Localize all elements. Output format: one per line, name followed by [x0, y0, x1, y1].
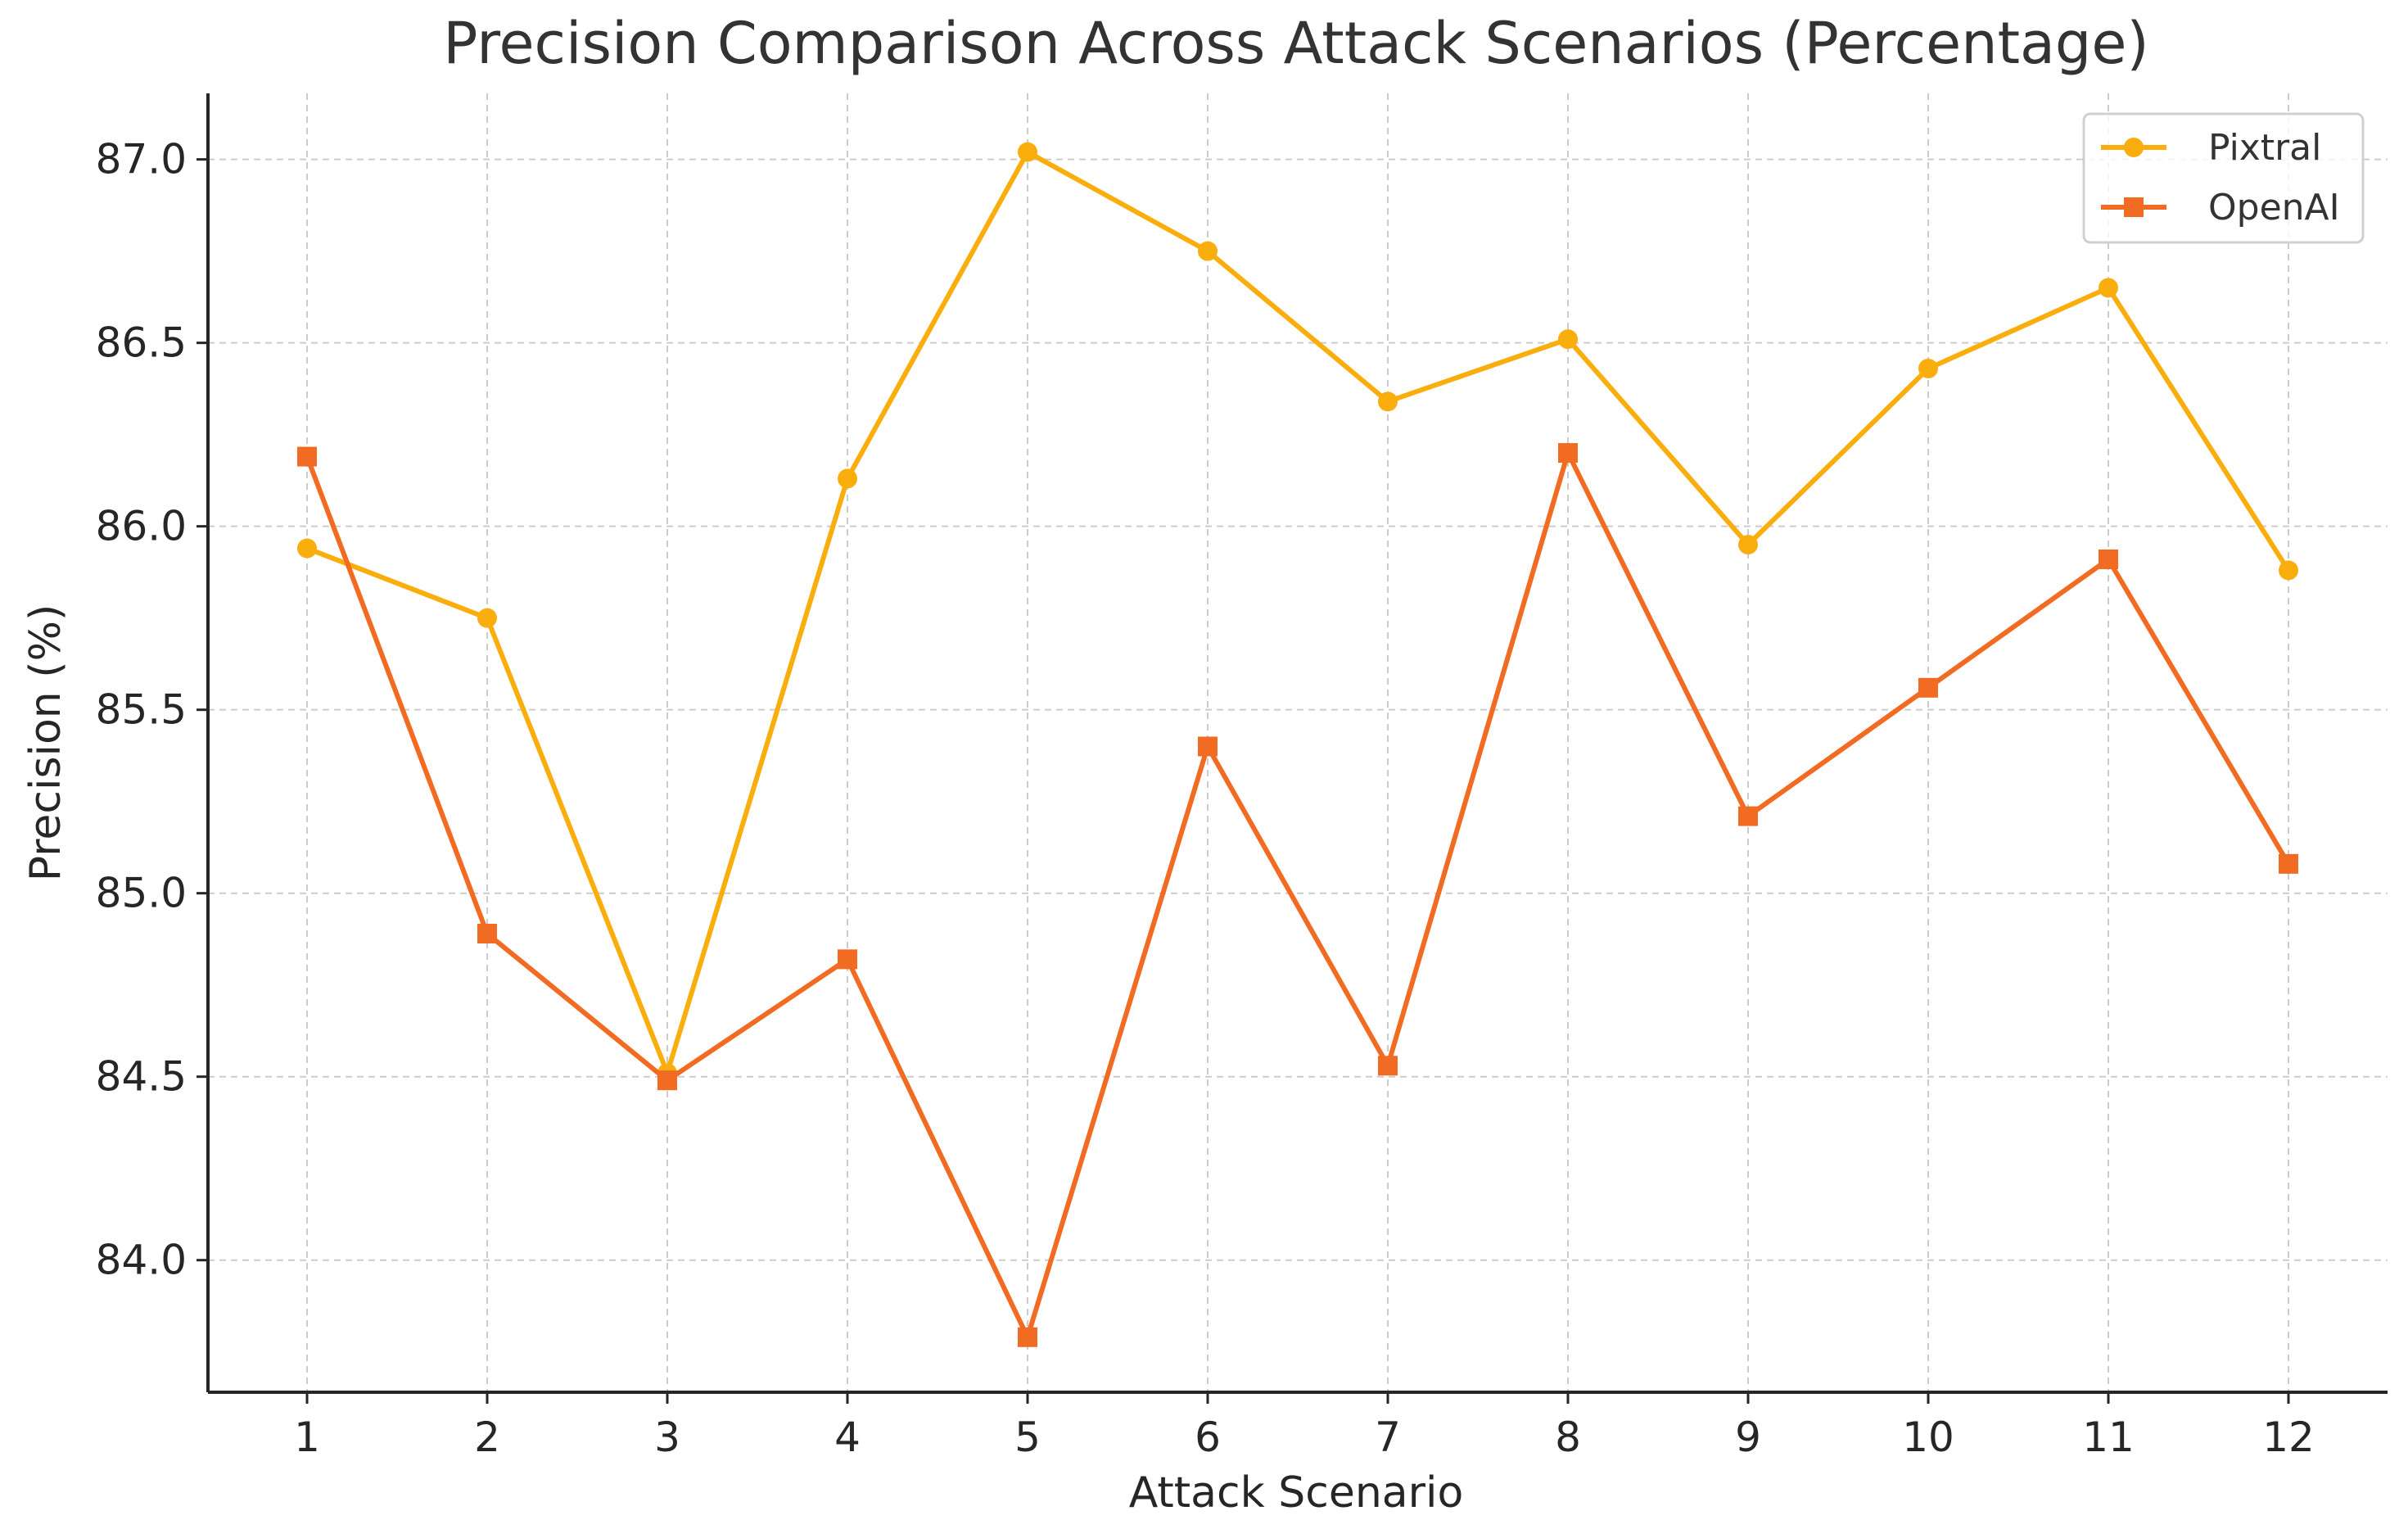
- axes: 1 2 3 4 5 6 7 8 9 10 11 1284.084.585.085.586.086.58…: [96, 93, 2388, 1461]
- data-point-marker: [2099, 278, 2118, 298]
- data-point-marker: [838, 949, 857, 970]
- legend: Pixtral OpenAI: [2082, 112, 2365, 244]
- y-tick-label: 87.0: [96, 136, 187, 183]
- legend-label: Pixtral: [2208, 127, 2321, 169]
- series-line: [305, 149, 2291, 1076]
- legend-marker: [2124, 197, 2144, 217]
- x-tick-label: 9: [1735, 1414, 1761, 1461]
- legend-item: Pixtral: [2101, 127, 2321, 169]
- data-point-marker: [1738, 806, 1758, 826]
- y-tick-label: 86.5: [96, 319, 187, 367]
- legend-label: OpenAI: [2208, 187, 2340, 228]
- y-axis-label: Precision (%): [21, 604, 70, 882]
- data-point-marker: [297, 538, 317, 559]
- y-tick-label: 85.0: [96, 870, 187, 917]
- x-tick-label: 10: [1902, 1414, 1954, 1461]
- data-point-marker: [838, 468, 857, 489]
- data-point-marker: [1558, 329, 1578, 350]
- x-tick-label: 5: [1014, 1414, 1041, 1461]
- legend-marker: [2124, 138, 2144, 157]
- data-point-marker: [1918, 359, 1938, 379]
- data-point-marker: [1918, 677, 1938, 698]
- series-openai: [297, 443, 2298, 1347]
- x-tick-label: 6: [1195, 1414, 1221, 1461]
- x-tick-label: 8: [1555, 1414, 1581, 1461]
- data-point-marker: [1738, 535, 1758, 555]
- data-point-marker: [477, 923, 497, 943]
- x-tick-label: 1: [294, 1414, 320, 1461]
- legend-items: Pixtral OpenAI: [2101, 127, 2340, 228]
- y-tick-label: 86.0: [96, 503, 187, 550]
- x-tick-label: 7: [1375, 1414, 1401, 1461]
- x-tick-label: 4: [834, 1414, 861, 1461]
- data-point-marker: [1198, 241, 1218, 261]
- x-tick-label: 11: [2082, 1414, 2135, 1461]
- data-point-marker: [1558, 443, 1578, 464]
- x-tick-label: 12: [2262, 1414, 2315, 1461]
- data-point-marker: [1018, 142, 1037, 162]
- y-tick-label: 85.5: [96, 686, 187, 734]
- series-layer: [297, 142, 2298, 1347]
- data-point-marker: [2279, 560, 2298, 581]
- data-point-marker: [2099, 549, 2118, 569]
- data-point-marker: [1378, 1056, 1398, 1076]
- data-point-marker: [2279, 853, 2298, 874]
- data-point-marker: [657, 1070, 677, 1091]
- data-point-marker: [1018, 1327, 1037, 1347]
- series-pixtral: [297, 142, 2298, 1083]
- chart-title: Precision Comparison Across Attack Scena…: [443, 10, 2149, 77]
- grid-lines: [208, 93, 2388, 1392]
- y-tick-label: 84.0: [96, 1237, 187, 1284]
- data-point-marker: [1378, 391, 1398, 412]
- y-tick-label: 84.5: [96, 1053, 187, 1101]
- series-line: [305, 450, 2291, 1340]
- legend-item: OpenAI: [2101, 187, 2340, 228]
- data-point-marker: [477, 608, 497, 628]
- x-tick-label: 2: [474, 1414, 500, 1461]
- data-point-marker: [1198, 736, 1218, 757]
- data-point-marker: [297, 446, 317, 467]
- x-tick-label: 3: [654, 1414, 680, 1461]
- x-axis-label: Attack Scenario: [1129, 1468, 1464, 1518]
